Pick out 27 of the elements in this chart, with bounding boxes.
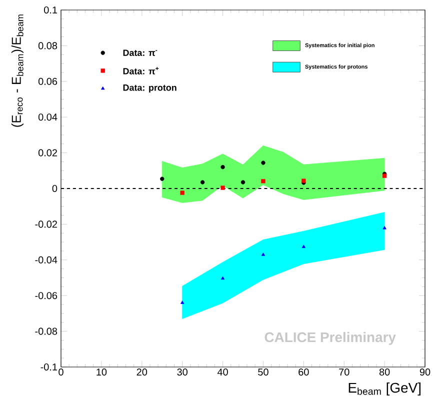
y-tick-label: 0.02 xyxy=(38,149,57,156)
legend-label: Data: π$^{-}$ xyxy=(123,50,158,56)
y-tick-label: 0.04 xyxy=(38,114,58,121)
y-tick-label: -0.04 xyxy=(35,256,58,264)
y-tick-label: -0.1 xyxy=(40,363,57,371)
y-tick-label: -0.02 xyxy=(35,220,57,228)
x-tick-label: 10 xyxy=(96,368,107,376)
x-tick-label: 60 xyxy=(298,368,309,376)
y-tick-label: -0.06 xyxy=(35,292,58,300)
legend-label: Data: proton xyxy=(123,84,176,93)
y-tick-label: -0.08 xyxy=(35,328,58,335)
y-tick-label: 0.06 xyxy=(38,78,58,85)
y-tick-label: 0.08 xyxy=(38,42,58,50)
x-tick-label: 30 xyxy=(177,368,188,376)
x-tick-label: 20 xyxy=(136,368,148,376)
y-tick-label: 0.1 xyxy=(44,6,57,14)
x-tick-label: 40 xyxy=(217,368,228,376)
x-tick-label: 80 xyxy=(379,368,390,376)
annotation: CALICE Preliminary xyxy=(264,332,396,345)
x-tick-label: 0 xyxy=(58,368,64,376)
x-tick-label: 70 xyxy=(339,368,350,376)
y-axis-title: (E$_{reco}$ - E$_{beam}$)/E$_{beam}$ xyxy=(11,14,24,127)
x-tick-label: 50 xyxy=(258,368,268,376)
legend-label: Data: π$^{+}$ xyxy=(123,66,159,74)
x-axis-title: E$_{beam}$ [GeV] xyxy=(348,382,420,396)
x-tick-label: 90 xyxy=(420,368,430,376)
y-tick-label: 0 xyxy=(52,184,58,192)
